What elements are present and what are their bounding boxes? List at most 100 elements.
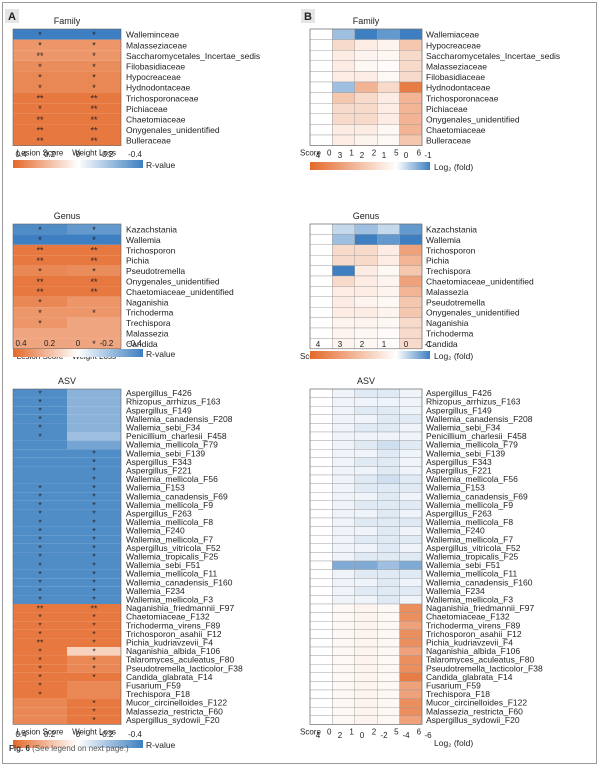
heatmap-cell — [377, 317, 400, 329]
heatmap-cell — [13, 397, 67, 407]
heatmap-cell — [377, 113, 400, 125]
heatmap-cell — [399, 664, 423, 674]
figure-caption: Fig. 6 (See legend on next page.) — [9, 744, 129, 753]
heatmap-cell — [13, 518, 67, 527]
heatmap-cell — [332, 603, 355, 613]
row-label: Naganishia — [126, 297, 169, 307]
heatmap-cell — [13, 406, 67, 415]
row-label: Pichiaceae — [126, 104, 168, 114]
row-label: Naganishia_friedmannii_F97 — [426, 603, 534, 613]
significance-mark: * — [38, 62, 42, 72]
heatmap-cell — [13, 595, 67, 604]
heatmap-cell — [354, 457, 378, 467]
heatmap-cell — [13, 39, 67, 51]
heatmap-cell — [13, 71, 67, 82]
heatmap-cell — [399, 307, 423, 318]
heatmap-cell — [309, 569, 333, 579]
heatmap-cell — [354, 124, 378, 136]
row-label: Aspergillus_F426 — [126, 388, 192, 398]
row-label: Wallemia_sebi_F139 — [426, 448, 505, 458]
heatmap-cell — [377, 569, 400, 579]
row-label: Penicillium_charlesii_F458 — [126, 431, 227, 441]
heatmap-cell — [67, 655, 121, 665]
significance-mark: * — [38, 560, 42, 570]
heatmap-cell — [332, 60, 355, 72]
heatmap-cell — [399, 655, 423, 665]
score-tick: 5 — [394, 149, 399, 158]
row-label: Candida — [126, 339, 158, 349]
row-label: Wallemia_canadensis_F160 — [426, 577, 533, 587]
heatmap-cell — [67, 535, 121, 544]
row-label: Wallemia_mellicola_F79 — [426, 440, 518, 450]
significance-mark: * — [92, 629, 96, 639]
significance-mark: * — [38, 431, 42, 441]
heatmap-cell — [309, 254, 333, 266]
significance-mark: * — [92, 586, 96, 596]
panel-label-a: A — [8, 11, 16, 23]
significance-mark: * — [92, 41, 96, 51]
row-label: Chaetomiaceae_F132 — [126, 612, 210, 622]
heatmap-cell — [399, 474, 423, 484]
row-label: Fusarium_F59 — [126, 680, 181, 690]
heatmap-cell — [332, 509, 355, 519]
heatmap-cell — [13, 124, 67, 135]
heatmap-cell — [67, 317, 121, 328]
significance-mark: * — [38, 318, 42, 328]
heatmap-cell — [67, 672, 121, 682]
heatmap-cell — [67, 432, 121, 441]
heatmap-cell — [67, 509, 121, 518]
colorbar-tick: 4 — [316, 731, 321, 740]
heatmap-cell — [309, 474, 333, 484]
heatmap-cell — [13, 135, 67, 146]
heatmap-cell — [354, 388, 378, 398]
row-label: Filobasidiaceae — [126, 61, 185, 71]
heatmap-cell — [332, 338, 355, 349]
heatmap-cell — [399, 431, 423, 441]
heatmap-cell — [377, 457, 400, 467]
heatmap-cell — [309, 646, 333, 656]
heatmap-cell — [354, 509, 378, 519]
heatmap-cell — [309, 698, 333, 708]
heatmap-cell — [13, 224, 67, 235]
row-label: Wallemia_sebi_F34 — [426, 422, 501, 432]
row-label: Wallemia_mellicola_F11 — [426, 569, 517, 579]
row-label: Wallemia_mellicola_F79 — [126, 440, 218, 450]
row-label: Wallemia_canadensis_F69 — [426, 491, 528, 501]
score-tick: 5 — [394, 727, 399, 736]
heatmap-cell — [354, 535, 378, 545]
heatmap-cell — [332, 414, 355, 424]
row-label: Bulleraceae — [426, 136, 471, 146]
heatmap-cell — [377, 535, 400, 545]
heatmap-cell — [377, 689, 400, 699]
heatmap-cell — [309, 134, 333, 146]
significance-mark: * — [38, 235, 42, 245]
heatmap-cell — [354, 655, 378, 665]
row-label: Pseudotremella — [426, 297, 485, 307]
significance-mark: ** — [90, 125, 98, 135]
heatmap-cell — [332, 569, 355, 579]
row-label: Hypocreaceae — [426, 40, 481, 50]
row-label: Onygenales_unidentified — [426, 114, 520, 124]
heatmap-cell — [354, 28, 378, 40]
score-axis-label: Score — [300, 149, 321, 158]
heatmap-cell — [399, 672, 423, 682]
row-label: Malassezia — [426, 287, 469, 297]
significance-mark: * — [38, 423, 42, 433]
significance-mark: * — [92, 30, 96, 40]
heatmap-cell — [67, 578, 121, 587]
heatmap-cell — [332, 483, 355, 493]
significance-mark: * — [92, 612, 96, 622]
colorbar-tick: 2 — [338, 731, 343, 740]
heatmap-cell — [309, 338, 333, 349]
heatmap-cell — [309, 50, 333, 62]
row-label: Mucor_circinelloides_F122 — [126, 698, 227, 708]
heatmap-cell — [354, 244, 378, 256]
heatmap-cell — [354, 254, 378, 266]
heatmap-cell — [13, 578, 67, 587]
heatmap-cell — [377, 474, 400, 484]
significance-mark: * — [92, 225, 96, 235]
significance-mark: * — [38, 655, 42, 665]
score-tick: 0 — [327, 149, 332, 158]
significance-mark: ** — [36, 51, 44, 61]
